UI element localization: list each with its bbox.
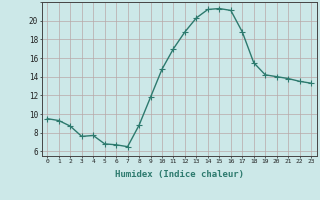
X-axis label: Humidex (Indice chaleur): Humidex (Indice chaleur) bbox=[115, 170, 244, 179]
